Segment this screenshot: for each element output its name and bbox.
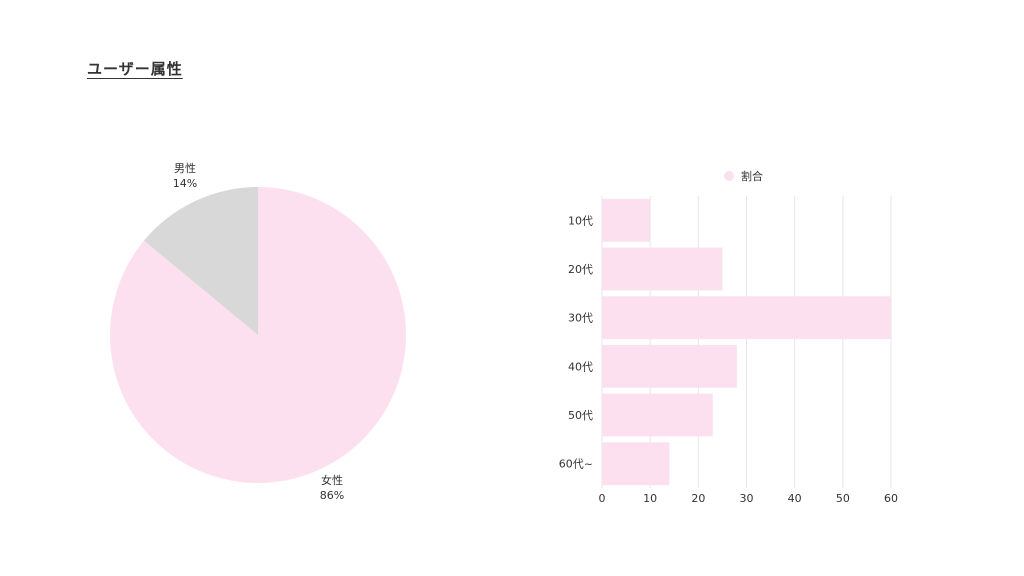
- bar: [602, 198, 651, 242]
- page-title: ユーザー属性: [87, 60, 183, 78]
- x-tick-label: 50: [836, 492, 850, 505]
- x-tick-label: 30: [740, 492, 754, 505]
- bar: [602, 442, 670, 486]
- pie-slice-label: 男性: [174, 161, 196, 175]
- y-category-label: 40代: [568, 360, 593, 373]
- bar: [602, 296, 891, 340]
- pie-slice-value: 14%: [173, 177, 197, 190]
- y-category-label: 30代: [568, 312, 593, 325]
- pie-slice-value: 86%: [320, 489, 344, 502]
- x-tick-label: 20: [691, 492, 705, 505]
- y-category-label: 60代~: [559, 458, 593, 471]
- y-category-label: 10代: [568, 214, 593, 227]
- x-tick-label: 60: [884, 492, 898, 505]
- y-category-label: 20代: [568, 263, 593, 276]
- pie-slice-label: 女性: [321, 473, 343, 487]
- legend-swatch: [724, 171, 734, 181]
- y-category-label: 50代: [568, 409, 593, 422]
- bar: [602, 247, 723, 291]
- bar: [602, 344, 737, 388]
- x-tick-label: 10: [643, 492, 657, 505]
- x-tick-label: 40: [788, 492, 802, 505]
- x-tick-label: 0: [599, 492, 606, 505]
- bar: [602, 393, 713, 437]
- legend-label: 割合: [741, 169, 763, 183]
- pie-slice: [143, 187, 258, 335]
